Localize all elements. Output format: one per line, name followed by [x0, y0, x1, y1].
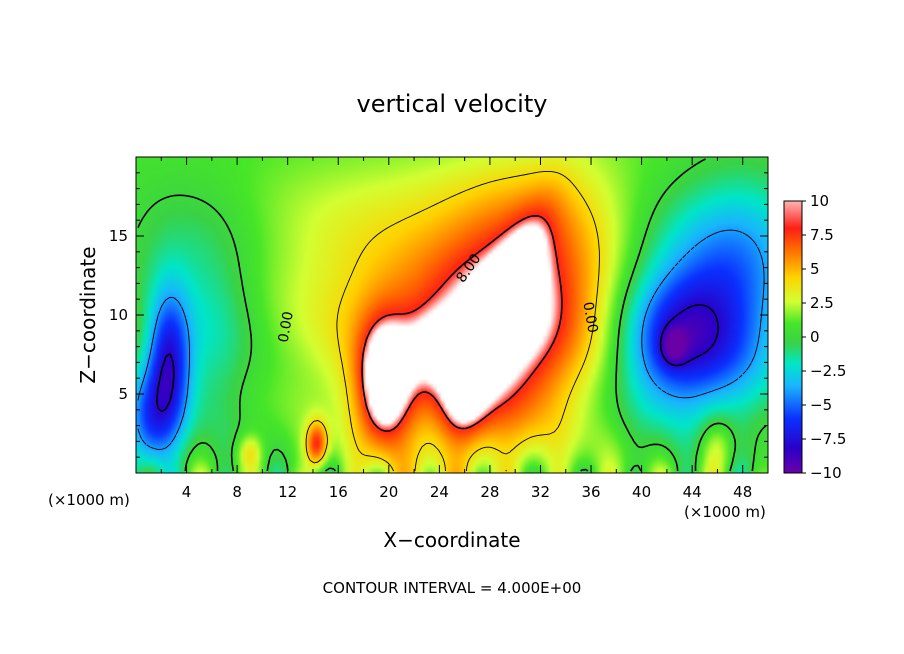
- x-axis: 4 8 12 16 20 24 28 32 36 40 44 48: [160, 157, 752, 501]
- x-tick-label: 12: [278, 483, 297, 501]
- y-tick-label: 15: [109, 227, 128, 245]
- x-tick-label: 16: [329, 483, 348, 501]
- x-tick-label: 28: [480, 483, 499, 501]
- colorbar-tick-label: −2.5: [810, 362, 846, 380]
- contour-line: [137, 229, 765, 450]
- colorbar-tick-label: −10: [810, 464, 842, 482]
- heatmap-field: [136, 157, 768, 473]
- x-tick-label: 44: [683, 483, 702, 501]
- contour-labels: 0.008.000.00: [276, 251, 601, 344]
- contour-interval-note: CONTOUR INTERVAL = 4.000E+00: [323, 579, 582, 597]
- plot-area: 0.008.000.00: [135, 156, 769, 474]
- x-axis-label: X−coordinate: [383, 528, 520, 552]
- contour-lines: [137, 158, 767, 472]
- colorbar-tick-label: 5: [810, 260, 820, 278]
- contour-line: [156, 304, 719, 413]
- x-tick-label: 24: [430, 483, 449, 501]
- x-tick-label: 4: [182, 483, 192, 501]
- x-tick-label: 8: [232, 483, 242, 501]
- chart-title: vertical velocity: [357, 90, 548, 118]
- colorbar-tick-label: 7.5: [810, 226, 834, 244]
- x-unit-label-left: (×1000 m): [48, 491, 130, 509]
- colorbar: 10 7.5 5 2.5 0 −2.5 −5 −7.5 −10: [783, 192, 846, 482]
- y-axis: 5 10 15: [109, 172, 768, 458]
- x-unit-label-right: (×1000 m): [684, 503, 766, 521]
- colorbar-tick-label: 10: [810, 192, 829, 210]
- colorbar-tick-label: −5: [810, 396, 832, 414]
- x-tick-label: 40: [632, 483, 651, 501]
- x-tick-label: 32: [531, 483, 550, 501]
- contour-value-label: 0.00: [579, 301, 600, 334]
- colorbar-gradient: [783, 200, 803, 474]
- y-axis-label: Z−coordinate: [76, 246, 100, 383]
- contour-value-label: 0.00: [276, 310, 297, 343]
- y-tick-label: 10: [109, 306, 128, 324]
- contour-line: [361, 215, 563, 432]
- colorbar-tick-label: 2.5: [810, 294, 834, 312]
- x-tick-label: 36: [581, 483, 600, 501]
- colorbar-tick-label: −7.5: [810, 430, 846, 448]
- x-tick-label: 20: [379, 483, 398, 501]
- y-tick-label: 5: [118, 385, 128, 403]
- x-tick-label: 48: [733, 483, 752, 501]
- colorbar-tick-label: 0: [810, 328, 820, 346]
- colorbar-ticks: 10 7.5 5 2.5 0 −2.5 −5 −7.5 −10: [802, 192, 846, 482]
- contour-line: [305, 170, 600, 472]
- contour-line: [137, 158, 767, 472]
